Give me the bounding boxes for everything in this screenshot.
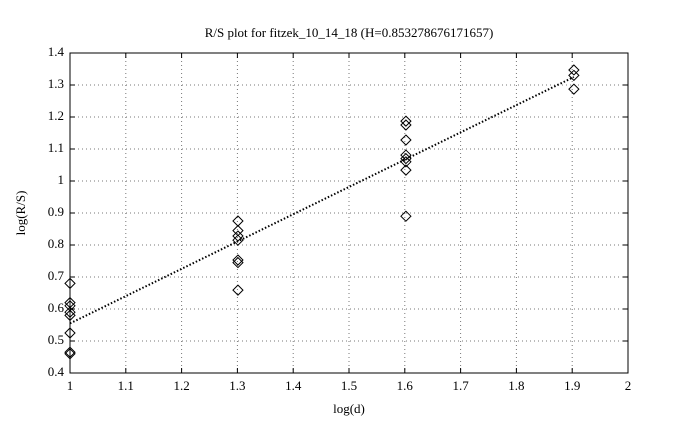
diamond-marker — [400, 149, 412, 161]
y-tick-label: 0.4 — [48, 364, 65, 379]
y-tick-label: 0.8 — [48, 236, 64, 251]
x-tick-label: 1.3 — [229, 378, 245, 393]
diamond-marker — [400, 119, 412, 131]
x-tick-label: 1 — [67, 378, 74, 393]
y-tick-label: 1.3 — [48, 76, 64, 91]
diamond-marker — [400, 164, 412, 176]
x-tick-label: 1.1 — [118, 378, 134, 393]
chart-title: R/S plot for fitzek_10_14_18 (H=0.853278… — [205, 25, 494, 40]
fit-line — [69, 76, 575, 325]
plot-frame — [69, 52, 629, 374]
x-tick-label: 1.4 — [285, 378, 302, 393]
diamond-marker — [400, 156, 412, 168]
diamond-marker — [232, 284, 244, 296]
diamond-marker — [232, 230, 244, 242]
x-tick-label: 1.9 — [564, 378, 580, 393]
x-axis-label: log(d) — [333, 401, 365, 416]
diamond-marker — [64, 346, 76, 358]
x-tick-label: 1.2 — [173, 378, 189, 393]
y-tick-label: 1.4 — [48, 44, 65, 59]
diamond-marker — [232, 234, 244, 246]
y-tick-label: 0.7 — [48, 268, 65, 283]
diamond-marker — [568, 64, 580, 76]
diamond-marker — [400, 210, 412, 222]
x-tick-label: 1.5 — [341, 378, 357, 393]
x-tick-label: 2 — [625, 378, 632, 393]
x-tick-label: 1.6 — [397, 378, 414, 393]
diamond-marker — [232, 254, 244, 266]
diamond-marker — [568, 69, 580, 82]
diamond-marker — [64, 348, 76, 360]
diamond-marker — [400, 134, 412, 146]
diamond-marker — [232, 256, 244, 269]
y-tick-label: 1.1 — [48, 140, 64, 155]
y-tick-label: 0.5 — [48, 332, 64, 347]
x-tick-label: 1.8 — [508, 378, 524, 393]
diamond-marker — [64, 327, 76, 339]
diamond-marker — [400, 115, 412, 127]
y-tick-label: 0.6 — [48, 300, 65, 315]
y-tick-label: 1 — [58, 172, 65, 187]
diamond-marker — [64, 277, 76, 290]
diamond-marker — [64, 306, 76, 318]
y-tick-label: 0.9 — [48, 204, 64, 219]
y-axis-label: log(R/S) — [13, 191, 28, 236]
diamond-marker — [64, 309, 76, 322]
x-tick-label: 1.7 — [452, 378, 469, 393]
diamond-marker — [400, 152, 412, 165]
y-tick-label: 1.2 — [48, 108, 64, 123]
diamond-marker — [568, 83, 580, 95]
